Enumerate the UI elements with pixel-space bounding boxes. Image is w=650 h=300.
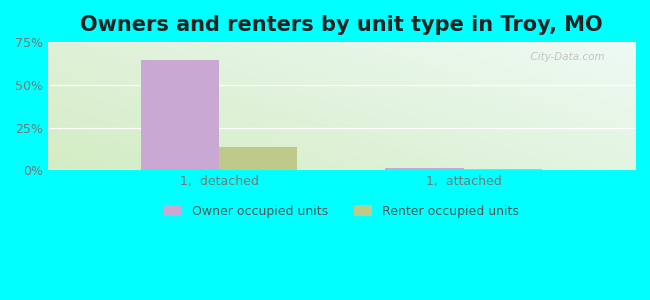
Bar — [463, 169, 542, 170]
Legend: Owner occupied units, Renter occupied units: Owner occupied units, Renter occupied un… — [164, 205, 519, 218]
Text: City-Data.com: City-Data.com — [525, 52, 605, 62]
Bar — [385, 168, 463, 170]
Bar — [141, 60, 219, 170]
Bar — [219, 147, 298, 170]
Title: Owners and renters by unit type in Troy, MO: Owners and renters by unit type in Troy,… — [80, 15, 603, 35]
